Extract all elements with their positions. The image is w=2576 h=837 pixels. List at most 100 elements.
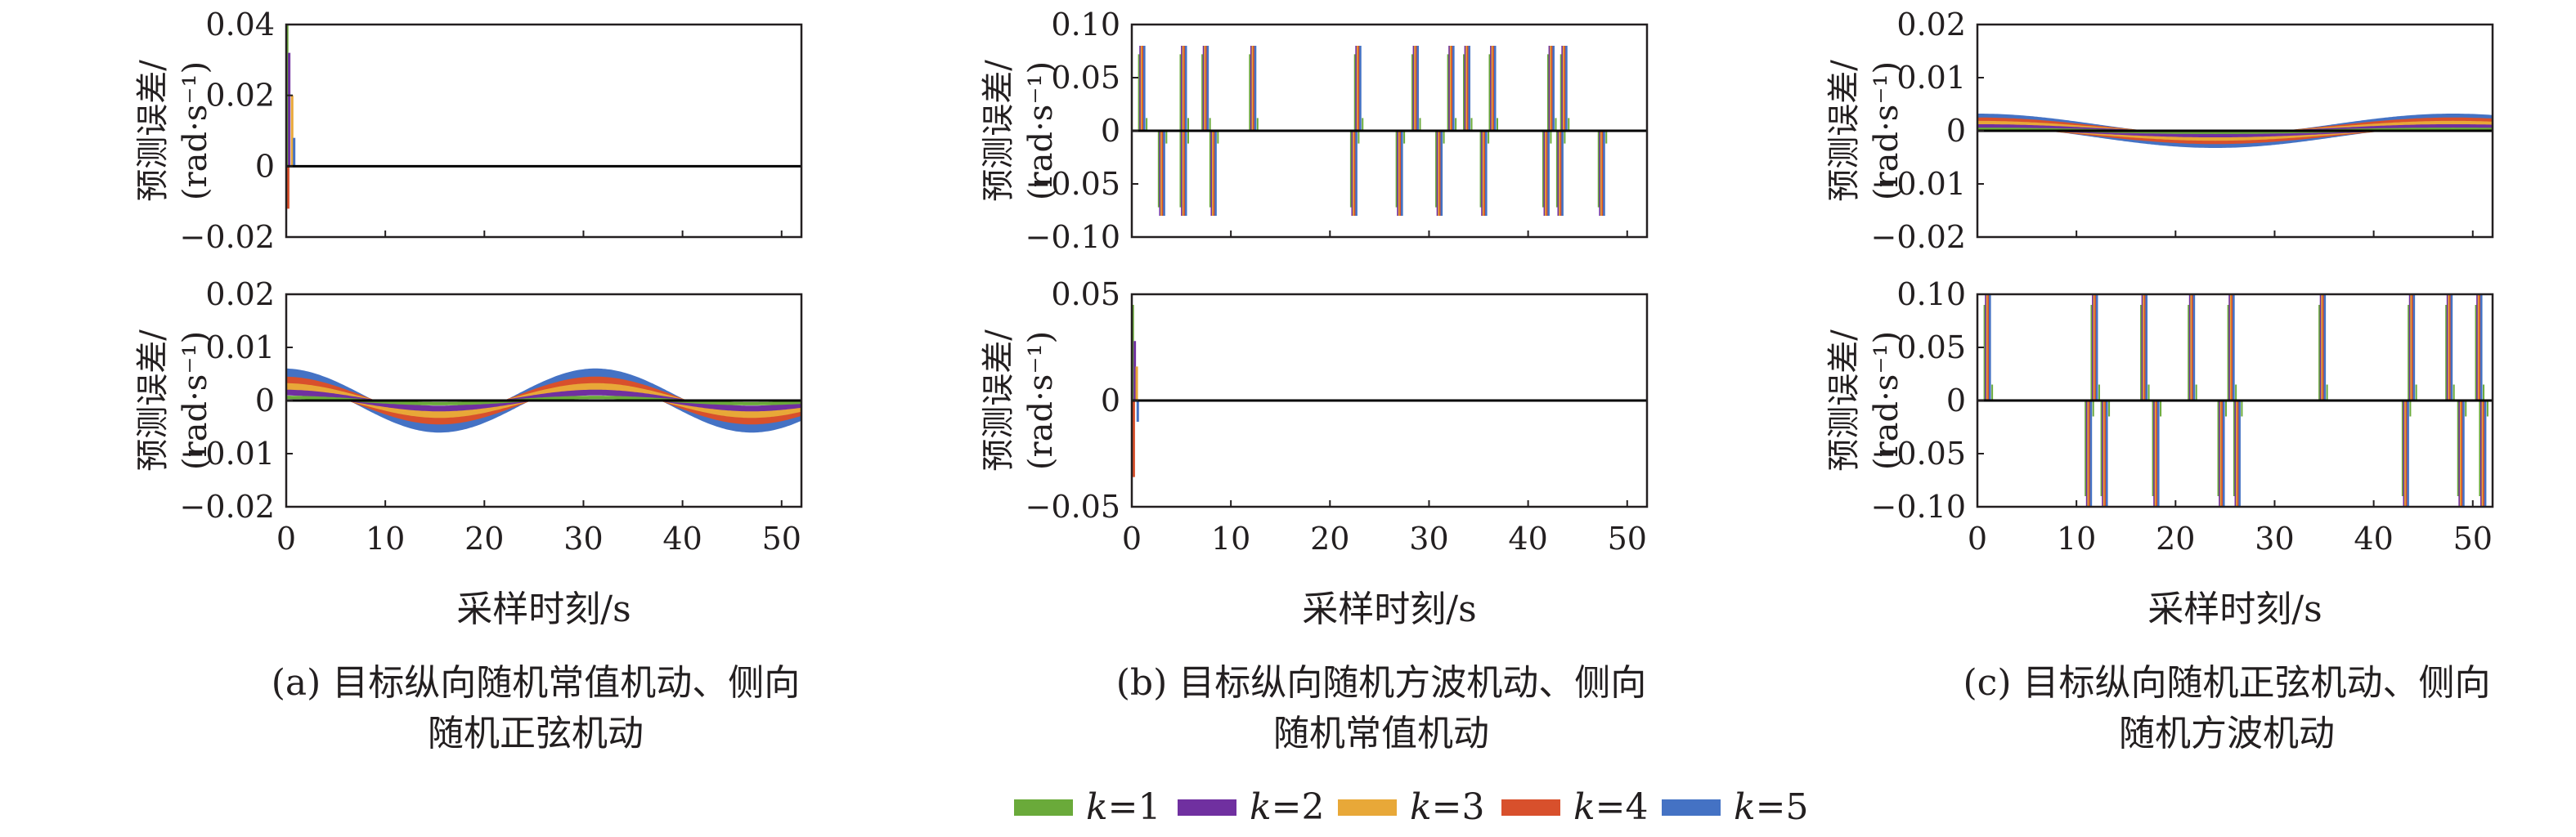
x-tick-label: 30 [1409,521,1448,557]
legend-label: k=1 [1086,786,1161,828]
y-tick-label: 0.02 [1896,7,1966,43]
legend-value: =1 [1108,786,1161,828]
series-band-k4 [1977,117,2493,145]
y-axis-label: 预测误差/ [134,60,172,202]
legend-item-k5: k=5 [1662,786,1809,828]
y-axis-unit: (rad·s⁻¹) [1022,331,1060,470]
legend-swatch [1501,799,1560,816]
legend-swatch [1178,799,1236,816]
legend-swatch [1662,799,1721,816]
plot-b-top: −0.10 −0.05 0 0.05 0.10 预测误差/(rad·s⁻¹) [980,7,1649,255]
y-tick-label: 0 [1946,113,1966,149]
plot-a-bottom: −0.02 −0.01 0 0.01 0.02 0 10 20 30 40 50 预测误差/(rad·… [134,276,803,557]
x-tick-label: 40 [1508,521,1547,557]
legend-value: =2 [1272,786,1325,828]
y-axis-label: 预测误差/ [134,329,172,472]
panel-caption-line2: 随机常值机动 [1273,713,1489,754]
y-tick-label: 0.02 [205,78,275,114]
legend-item-k4: k=4 [1501,786,1649,828]
legend-value: =3 [1432,786,1485,828]
plot-c-top: −0.02 −0.01 0 0.01 0.02 预测误差/(rad·s⁻¹) [1825,7,2494,255]
legend-label: k=2 [1250,786,1325,828]
legend-label: k=3 [1410,786,1485,828]
series-band-k2 [286,389,801,412]
y-tick-label: 0.01 [1896,60,1966,96]
plot-c-bottom: −0.10 −0.05 0 0.05 0.10 0 10 20 30 40 50 预测误差/(rad·… [1825,276,2494,557]
panel-caption-line2: 随机正弦机动 [428,713,644,754]
panel-caption-line1: (b) 目标纵向随机方波机动、侧向 [1116,662,1646,704]
legend-k: k [1573,786,1595,828]
series-band-k3 [1977,120,2493,141]
legend-item-k2: k=2 [1178,786,1325,828]
y-axis-label: 预测误差/ [980,329,1017,472]
plot-frame [285,23,803,239]
legend: k=1 k=2 k=3 k=4 k=5 [1014,786,1809,828]
panel-caption-line2: 随机方波机动 [2119,713,2335,754]
y-tick-label: 0 [1946,383,1966,418]
x-axis-label: 采样时刻/s [1302,589,1476,630]
legend-k: k [1086,786,1108,828]
data-layer [1983,294,2488,507]
y-tick-label: 0.02 [205,276,275,312]
legend-swatch [1014,799,1073,816]
x-tick-label: 40 [2354,521,2393,557]
x-tick-label: 40 [662,521,702,557]
y-axis-unit: (rad·s⁻¹) [1868,61,1905,200]
y-tick-label: −0.10 [1025,219,1120,255]
x-tick-label: 20 [1310,521,1349,557]
legend-label: k=5 [1734,786,1809,828]
y-axis-label: 预测误差/ [1825,60,1863,202]
y-tick-label: −0.01 [180,436,275,472]
y-axis-label: 预测误差/ [1825,329,1863,472]
x-axis-label: 采样时刻/s [2147,589,2322,630]
x-tick-label: 20 [464,521,504,557]
y-tick-label: 0.04 [205,7,275,43]
series-band-k2 [1977,124,2493,137]
y-tick-label: −0.02 [180,219,275,255]
x-tick-label: 0 [276,521,296,557]
legend-item-k1: k=1 [1014,786,1161,828]
x-tick-label: 50 [2453,521,2493,557]
y-tick-label: −0.02 [180,489,275,525]
legend-value: =4 [1595,786,1649,828]
series-band-k5 [1977,114,2493,148]
y-tick-label: 0.10 [1896,276,1966,312]
panel-caption-line1: (c) 目标纵向随机正弦机动、侧向 [1963,662,2491,704]
y-axis-unit: (rad·s⁻¹) [177,331,214,470]
y-tick-label: 0.01 [205,329,275,365]
data-layer [1131,305,1139,477]
y-tick-label: −0.05 [1871,436,1966,472]
x-tick-label: 10 [1211,521,1250,557]
x-tick-label: 30 [563,521,603,557]
legend-value: =5 [1756,786,1809,828]
data-layer [285,25,296,209]
y-tick-label: 0 [255,383,275,418]
x-tick-label: 50 [762,521,801,557]
x-tick-label: 10 [366,521,405,557]
y-tick-label: 0 [255,148,275,184]
x-tick-label: 50 [1608,521,1647,557]
y-axis-unit: (rad·s⁻¹) [1022,61,1060,200]
y-tick-label: 0 [1101,113,1120,149]
legend-k: k [1250,786,1272,828]
y-axis-unit: (rad·s⁻¹) [1868,331,1905,470]
legend-k: k [1734,786,1756,828]
x-axis-label: 采样时刻/s [456,589,631,630]
y-tick-label: −0.05 [1025,489,1120,525]
legend-label: k=4 [1573,786,1649,828]
x-tick-label: 30 [2255,521,2294,557]
x-tick-label: 10 [2057,521,2096,557]
legend-item-k3: k=3 [1338,786,1485,828]
y-tick-label: −0.02 [1871,219,1966,255]
y-tick-label: 0.05 [1896,329,1966,365]
y-tick-label: −0.05 [1025,166,1120,202]
x-tick-label: 0 [1122,521,1142,557]
y-axis-unit: (rad·s⁻¹) [177,61,214,200]
legend-swatch [1338,799,1397,816]
y-tick-label: 0 [1101,383,1120,418]
x-tick-label: 20 [2156,521,2195,557]
legend-k: k [1410,786,1432,828]
panel-caption-line1: (a) 目标纵向随机常值机动、侧向 [272,662,801,704]
